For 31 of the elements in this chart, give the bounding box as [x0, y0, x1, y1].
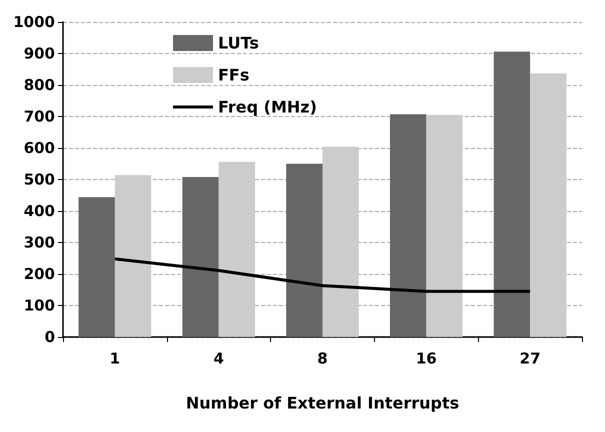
x-tick-label: 16 [416, 350, 437, 368]
bar [322, 146, 359, 337]
bar [426, 114, 463, 337]
bar [182, 176, 219, 337]
x-tick-label: 8 [317, 350, 328, 368]
y-tick-label: 200 [24, 265, 55, 283]
legend-label: LUTs [218, 34, 259, 52]
bar [114, 175, 152, 337]
x-tick-label: 4 [213, 350, 224, 368]
bar [390, 114, 426, 337]
legend-label: Freq (MHz) [218, 98, 317, 116]
y-tick-label: 100 [24, 296, 55, 314]
legend-label: FFs [218, 66, 250, 84]
y-tick-label: 600 [24, 139, 55, 157]
x-axis-title: Number of External Interrupts [186, 394, 460, 412]
y-tick-label: 800 [24, 76, 55, 94]
x-tick-label: 27 [520, 350, 541, 368]
y-tick-label: 400 [24, 202, 55, 220]
y-tick-label: 500 [24, 170, 55, 188]
bar [78, 197, 115, 337]
y-tick-label: 700 [24, 108, 55, 126]
bar [530, 73, 566, 337]
y-tick-label: 300 [24, 234, 55, 252]
y-tick-label: 0 [44, 328, 55, 346]
bar [494, 52, 530, 337]
bar [218, 162, 256, 337]
y-tick-label: 1000 [13, 13, 55, 31]
line-series [113, 257, 532, 293]
y-tick-label: 900 [24, 44, 55, 62]
x-tick-label: 1 [110, 350, 120, 368]
bar [286, 164, 322, 337]
